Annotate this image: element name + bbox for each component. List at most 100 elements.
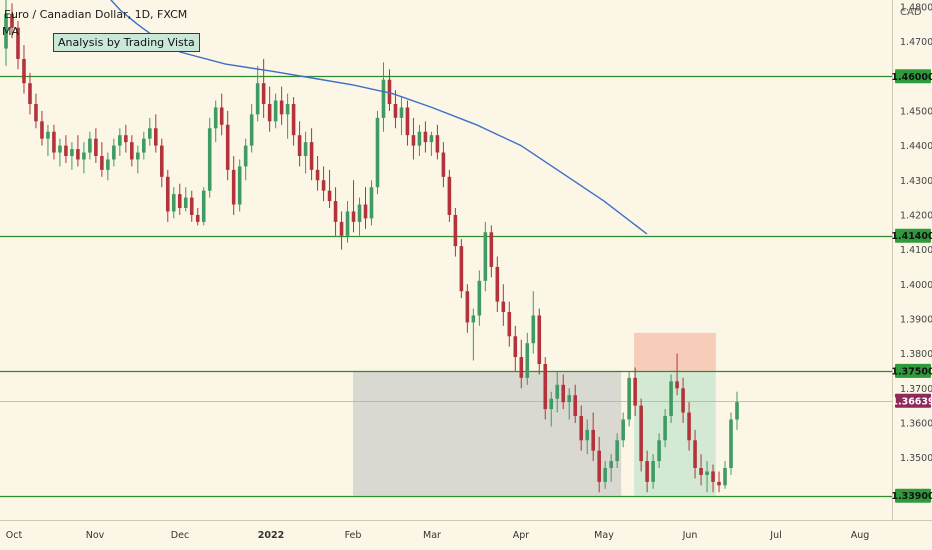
candle-body — [70, 149, 74, 156]
candle — [471, 308, 476, 361]
price-tick-label: 1.41000 — [900, 245, 932, 256]
candle-body — [651, 461, 655, 482]
indicator-label[interactable]: MA — [2, 25, 20, 38]
candle — [639, 398, 643, 472]
candle-body — [489, 232, 494, 267]
price-tick-label: 1.48000 — [900, 2, 932, 13]
stop-loss-zone — [634, 332, 716, 371]
candle — [381, 62, 386, 132]
candle-body — [219, 107, 224, 125]
candle-body — [603, 468, 607, 482]
candle-body — [519, 357, 524, 378]
candle-body — [112, 145, 116, 160]
candle — [213, 100, 218, 143]
candle — [28, 72, 32, 115]
candle-body — [465, 291, 470, 323]
candle — [243, 138, 248, 181]
candle-body — [735, 402, 739, 420]
candle-body — [165, 176, 170, 212]
price-tick-label: 1.47000 — [900, 37, 932, 48]
candle-body — [447, 176, 452, 215]
candle-body — [351, 211, 356, 222]
candle — [10, 3, 14, 39]
candle — [519, 339, 524, 389]
candle — [609, 454, 613, 482]
candle — [219, 93, 224, 136]
moving-average-line — [110, 0, 648, 235]
candle-body — [189, 197, 194, 215]
candle-body — [148, 128, 152, 139]
candle-body — [615, 440, 619, 462]
candle-body — [669, 381, 673, 416]
candle-body — [525, 343, 530, 378]
candle-body — [333, 201, 338, 222]
candle-body — [100, 156, 104, 170]
candle — [567, 388, 572, 420]
candle — [441, 142, 446, 188]
symbol-title[interactable]: Euro / Canadian Dollar, 1D, FXCM — [4, 8, 188, 21]
candle-body — [657, 440, 661, 462]
candle — [291, 97, 296, 146]
time-tick-label: Jul — [769, 530, 781, 541]
candle-body — [687, 412, 691, 441]
level-label-bg-3 — [895, 488, 931, 503]
time-axis[interactable]: Oct Nov Dec 2022 Feb Mar Apr May Jun Jul Aug — [6, 530, 870, 541]
candle-body — [435, 135, 440, 153]
candle — [267, 86, 272, 132]
candle — [723, 461, 727, 489]
candle — [106, 152, 110, 181]
level-label-bg-1 — [895, 228, 931, 243]
level-label-bg-2 — [895, 363, 931, 378]
candle — [675, 353, 679, 396]
candle — [58, 138, 62, 167]
candle-body — [573, 395, 578, 416]
candle — [285, 93, 290, 139]
price-tick-label: 1.39000 — [900, 314, 932, 325]
candle — [687, 402, 691, 451]
candle-body — [237, 166, 242, 205]
candle-body — [537, 315, 542, 364]
candle-body — [285, 104, 290, 115]
candle-body — [387, 79, 392, 104]
candle — [357, 197, 362, 236]
candle-body — [94, 138, 98, 156]
candle-body — [717, 481, 721, 486]
candle-body — [441, 152, 446, 177]
candle — [669, 374, 673, 423]
candle — [525, 332, 530, 385]
candle-body — [597, 450, 601, 482]
candle — [76, 135, 80, 167]
candle — [231, 156, 236, 215]
candle — [585, 419, 590, 455]
price-axis[interactable]: 1.48000 1.47000 1.45000 1.44000 1.43000 1.420… — [900, 2, 932, 464]
candle — [82, 142, 86, 174]
candle-body — [555, 384, 560, 399]
candle — [118, 128, 122, 156]
candle — [369, 180, 374, 226]
candle — [657, 433, 661, 468]
candle — [297, 121, 302, 167]
candle-body — [531, 315, 536, 344]
candle-body — [177, 194, 182, 208]
candle — [507, 301, 512, 347]
candle — [52, 124, 56, 160]
currency-label: CAD — [900, 7, 922, 18]
candle-body — [423, 131, 428, 143]
candle-body — [363, 204, 368, 219]
candle-body — [124, 135, 128, 143]
candle — [447, 169, 452, 222]
candle — [40, 110, 44, 146]
candle-body — [255, 83, 260, 115]
candle-body — [459, 246, 464, 292]
candle-body — [4, 13, 8, 49]
price-tick-label: 1.37000 — [900, 384, 932, 395]
candle — [333, 187, 338, 236]
candle-body — [183, 197, 188, 208]
candle — [153, 114, 158, 153]
candle-body — [261, 83, 266, 104]
candle — [429, 131, 434, 156]
candle — [423, 121, 428, 153]
candle-body — [417, 131, 422, 146]
candle-body — [243, 145, 248, 167]
